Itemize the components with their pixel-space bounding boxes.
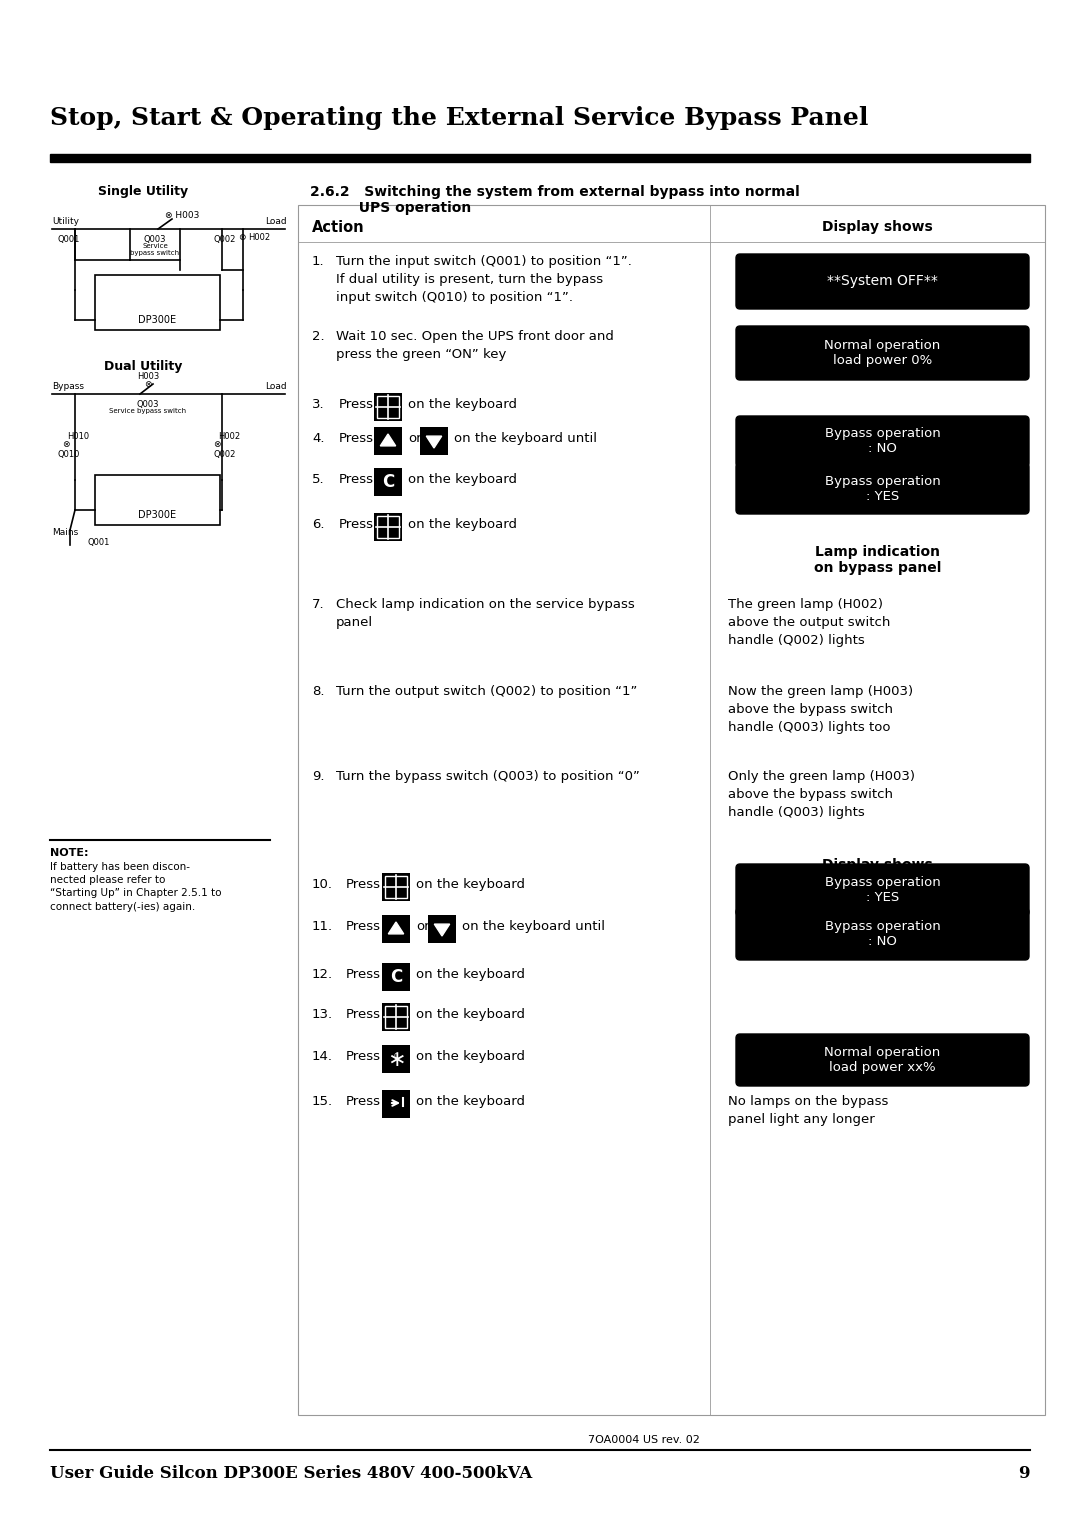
Bar (374, 468, 402, 497)
Text: 9.: 9. (312, 770, 324, 782)
Text: Service bypass switch: Service bypass switch (109, 408, 187, 414)
Text: Stop, Start & Operating the External Service Bypass Panel: Stop, Start & Operating the External Ser… (50, 105, 868, 130)
Text: Load: Load (265, 217, 286, 226)
Bar (420, 426, 448, 455)
Text: 12.: 12. (312, 969, 333, 981)
Text: C: C (382, 474, 394, 490)
Text: Press: Press (339, 397, 374, 411)
Text: Q003: Q003 (144, 235, 166, 244)
Text: 9: 9 (1018, 1465, 1030, 1482)
Text: ⊗: ⊗ (238, 232, 245, 241)
Text: on the keyboard: on the keyboard (416, 1050, 525, 1063)
Text: Bypass: Bypass (52, 382, 84, 391)
Text: Mains: Mains (52, 529, 78, 536)
Text: If battery has been discon-
nected please refer to
“Starting Up” in Chapter 2.5.: If battery has been discon- nected pleas… (50, 862, 221, 912)
Text: 2.6.2   Switching the system from external bypass into normal: 2.6.2 Switching the system from external… (310, 185, 800, 199)
Text: DP300E: DP300E (138, 510, 176, 520)
Text: on the keyboard: on the keyboard (416, 879, 525, 891)
FancyBboxPatch shape (735, 254, 1029, 309)
Text: 7OA0004 US rev. 02: 7OA0004 US rev. 02 (589, 1435, 700, 1445)
Text: or: or (408, 432, 421, 445)
Bar (382, 915, 410, 943)
Bar (374, 426, 402, 455)
Text: Press: Press (346, 969, 381, 981)
Text: Display shows: Display shows (822, 859, 933, 872)
Bar (382, 1089, 410, 1118)
Text: Bypass operation
: YES: Bypass operation : YES (825, 876, 941, 905)
Bar (374, 513, 402, 541)
Text: Press: Press (346, 1096, 381, 1108)
Text: DP300E: DP300E (138, 315, 176, 325)
Text: Press: Press (339, 518, 374, 532)
Text: H002: H002 (218, 432, 240, 442)
Text: Turn the output switch (Q002) to position “1”: Turn the output switch (Q002) to positio… (336, 685, 637, 698)
Text: H002: H002 (248, 232, 270, 241)
Text: Press: Press (346, 879, 381, 891)
Text: 0: 0 (394, 1053, 399, 1059)
Text: **System OFF**: **System OFF** (827, 275, 937, 289)
Text: 5.: 5. (312, 474, 325, 486)
Text: Press: Press (339, 474, 374, 486)
Bar (50, 154, 1030, 162)
FancyBboxPatch shape (735, 863, 1029, 915)
Text: 8.: 8. (312, 685, 324, 698)
Bar (95, 475, 220, 526)
Text: Wait 10 sec. Open the UPS front door and
press the green “ON” key: Wait 10 sec. Open the UPS front door and… (336, 330, 613, 361)
Text: 6.: 6. (312, 518, 324, 532)
Bar (95, 275, 220, 330)
Text: H003: H003 (137, 371, 159, 380)
Text: on the keyboard: on the keyboard (408, 474, 517, 486)
Text: Turn the bypass switch (Q003) to position “0”: Turn the bypass switch (Q003) to positio… (336, 770, 639, 782)
FancyBboxPatch shape (735, 463, 1029, 513)
Text: Load: Load (265, 382, 286, 391)
Bar (384, 876, 407, 898)
Text: Display shows: Display shows (822, 220, 933, 234)
Text: Lamp indication
on bypass panel: Lamp indication on bypass panel (814, 545, 941, 575)
Text: on the keyboard: on the keyboard (416, 1008, 525, 1021)
Text: The green lamp (H002)
above the output switch
handle (Q002) lights: The green lamp (H002) above the output s… (728, 597, 890, 646)
Text: on the keyboard: on the keyboard (416, 969, 525, 981)
Text: H010: H010 (67, 432, 90, 442)
Bar (382, 1002, 410, 1031)
Text: or: or (416, 920, 430, 934)
Polygon shape (389, 921, 404, 934)
Text: Action: Action (312, 220, 365, 235)
Text: Q003: Q003 (137, 400, 159, 410)
FancyBboxPatch shape (735, 325, 1029, 380)
Bar (382, 1045, 410, 1073)
Text: on the keyboard: on the keyboard (408, 397, 517, 411)
Polygon shape (434, 924, 449, 937)
Text: Check lamp indication on the service bypass
panel: Check lamp indication on the service byp… (336, 597, 635, 630)
Text: C: C (390, 969, 402, 986)
Bar (428, 915, 456, 943)
Text: ⊗: ⊗ (213, 440, 220, 449)
FancyBboxPatch shape (735, 416, 1029, 468)
Text: Q001: Q001 (87, 538, 110, 547)
Text: 14.: 14. (312, 1050, 333, 1063)
Text: 1.: 1. (312, 255, 325, 267)
Text: 15.: 15. (312, 1096, 333, 1108)
Text: Q010: Q010 (57, 451, 79, 458)
FancyBboxPatch shape (735, 908, 1029, 960)
Text: ⊗ H003: ⊗ H003 (165, 211, 200, 220)
Bar (377, 516, 399, 538)
Text: Now the green lamp (H003)
above the bypass switch
handle (Q003) lights too: Now the green lamp (H003) above the bypa… (728, 685, 913, 733)
Text: Q001: Q001 (57, 235, 79, 244)
Polygon shape (427, 435, 442, 448)
Text: on the keyboard: on the keyboard (408, 518, 517, 532)
Text: Q002: Q002 (213, 451, 235, 458)
Text: No lamps on the bypass
panel light any longer: No lamps on the bypass panel light any l… (728, 1096, 889, 1126)
Text: Normal operation
load power xx%: Normal operation load power xx% (824, 1047, 941, 1074)
Text: on the keyboard until: on the keyboard until (462, 920, 605, 934)
Text: 2.: 2. (312, 330, 325, 342)
Text: 10.: 10. (312, 879, 333, 891)
Text: Only the green lamp (H003)
above the bypass switch
handle (Q003) lights: Only the green lamp (H003) above the byp… (728, 770, 915, 819)
Text: Dual Utility: Dual Utility (104, 361, 183, 373)
Bar (298, 205, 1045, 1415)
Text: User Guide Silcon DP300E Series 480V 400-500kVA: User Guide Silcon DP300E Series 480V 400… (50, 1465, 532, 1482)
Text: ⊗: ⊗ (145, 380, 152, 390)
Polygon shape (380, 434, 395, 446)
Text: ⊗: ⊗ (62, 440, 69, 449)
Text: on the keyboard until: on the keyboard until (454, 432, 597, 445)
Text: Bypass operation
: YES: Bypass operation : YES (825, 475, 941, 503)
